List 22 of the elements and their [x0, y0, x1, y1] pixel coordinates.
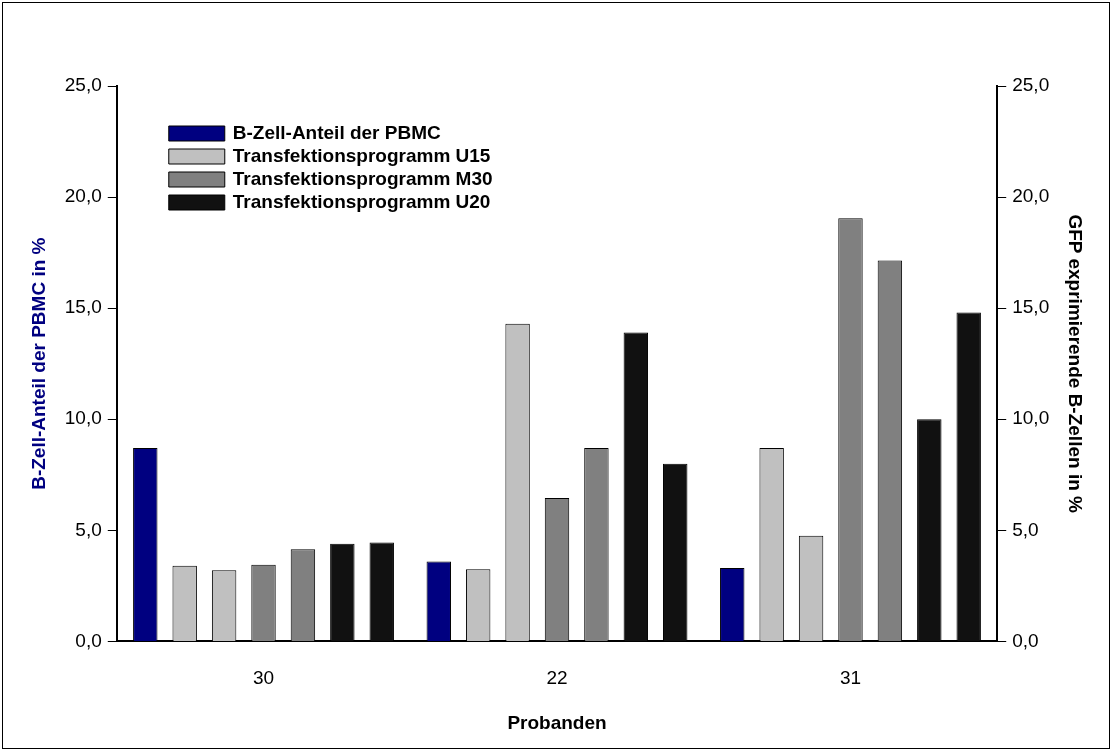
y-tick-label: 0,0 — [75, 629, 102, 651]
y-tick-label: 15,0 — [64, 296, 102, 318]
legend-label: Transfektionsprogramm M30 — [232, 167, 493, 189]
y-tick-label: 10,0 — [64, 407, 102, 429]
x-tick-label: 22 — [546, 667, 568, 689]
x-tick-label: 31 — [839, 667, 862, 689]
y-axis-title: B-Zell-Anteil der PBMC in % — [27, 237, 49, 490]
x-axis-title: Probanden — [507, 711, 607, 733]
y2-axis-title: GFP exprimierende B-Zellen in % — [1065, 214, 1087, 514]
y2-tick-label: 15,0 — [1012, 296, 1050, 318]
legend-label: B-Zell-Anteil der PBMC — [232, 121, 442, 143]
x-tick-label: 30 — [252, 667, 275, 689]
y-tick-label: 5,0 — [75, 518, 102, 540]
y2-tick-label: 20,0 — [1012, 185, 1050, 207]
y2-tick-label: 0,0 — [1012, 629, 1039, 651]
y-tick-label: 20,0 — [64, 185, 102, 207]
y2-tick-label: 10,0 — [1012, 407, 1050, 429]
y2-tick-label: 25,0 — [1012, 74, 1050, 96]
y-tick-label: 25,0 — [64, 74, 102, 96]
legend-label: Transfektionsprogramm U15 — [232, 144, 491, 166]
legend-label: Transfektionsprogramm U20 — [232, 190, 491, 212]
y2-tick-label: 5,0 — [1012, 518, 1039, 540]
